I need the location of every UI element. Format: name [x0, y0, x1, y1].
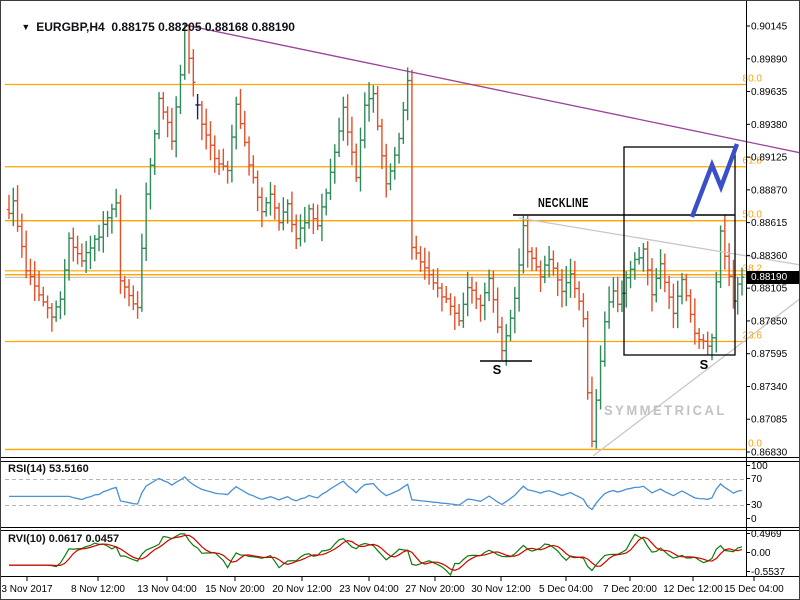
price-axis-label: 0.89380: [751, 120, 788, 131]
price-axis-label: 0.87085: [751, 415, 788, 426]
time-axis-label: 5 Dec 04:00: [539, 584, 593, 595]
price-bars: [6, 24, 745, 449]
fib-level-label: 80.0: [743, 73, 763, 84]
time-axis-label: 23 Nov 04:00: [339, 584, 399, 595]
breakout-rectangle: [623, 146, 736, 356]
rvi-signal-line: [9, 534, 743, 571]
price-axis-label: 0.89635: [751, 87, 788, 98]
time-axis-label: 15 Dec 04:00: [724, 584, 784, 595]
trendlines: [184, 24, 799, 457]
price-axis-label: 0.88615: [751, 218, 788, 229]
neckline-annotation-label: NECKLINE: [538, 195, 589, 210]
indicator-scale-label: 30: [751, 500, 763, 511]
indicator-scale-label: -0.5537: [751, 567, 785, 578]
indicator-scale-label: 70: [751, 474, 763, 485]
rsi-levels: [5, 479, 746, 506]
ohlc-quote-bar: ▼ EURGBP,H4 0.88175 0.88205 0.88168 0.881…: [8, 6, 295, 48]
time-axis-label: 3 Nov 2017: [1, 584, 53, 595]
symmetrical-triangle-lower: [592, 298, 799, 457]
time-axis-label: 8 Nov 12:00: [71, 584, 125, 595]
time-axis-label: 20 Nov 12:00: [272, 584, 332, 595]
symmetrical-triangle-upper: [518, 217, 799, 266]
descending-resistance: [184, 24, 799, 154]
pattern-annotations: [480, 143, 740, 362]
left-shoulder-annotation: S: [492, 362, 502, 377]
rvi-lines: [9, 533, 743, 577]
symmetrical-triangle-annotation: SYMMETRICAL: [604, 402, 727, 419]
rvi-indicator-label: RVI(10) 0.0617 0.0457: [8, 533, 120, 545]
price-axis-label: 0.87595: [751, 349, 788, 360]
symbol-ohlc-text: EURGBP,H4 0.88175 0.88205 0.88168 0.8819…: [36, 20, 295, 34]
price-axis-label: 0.88105: [751, 284, 788, 295]
panel-separators: [1, 1, 799, 577]
time-axis-label: 7 Dec 20:00: [603, 584, 657, 595]
indicator-scale-label: 0: [751, 514, 757, 525]
price-axis-label: 0.89125: [751, 153, 788, 164]
current-price-axis-tag: 0.88190: [747, 271, 799, 284]
time-axis-label: 12 Dec 12:00: [663, 584, 723, 595]
fib-level-label: 50.0: [743, 210, 763, 221]
price-axis-label: 0.87340: [751, 382, 788, 393]
price-axis-label: 0.86830: [751, 448, 788, 459]
fib-level-label: 23.6: [743, 330, 763, 341]
bullish-projection-arrow: [689, 143, 740, 218]
fib-level-label: 0.0: [748, 438, 762, 449]
time-axis-label: 27 Nov 20:00: [405, 584, 465, 595]
time-axis-label: 13 Nov 04:00: [137, 584, 197, 595]
price-axis[interactable]: 0.90145 0.89890 0.89635 0.89380 0.89125 0.888…: [746, 22, 788, 579]
indicator-scale-label: 100: [751, 461, 768, 472]
rsi-indicator-label: RSI(14) 53.5160: [8, 463, 89, 475]
right-shoulder-annotation: S: [699, 357, 709, 372]
time-axis-label: 15 Nov 20:00: [205, 584, 265, 595]
price-axis-label: 0.89890: [751, 54, 788, 65]
symbol-dropdown-icon[interactable]: ▼: [21, 22, 31, 32]
rvi-main-line: [9, 533, 743, 577]
fib-level-label: 61.8: [743, 156, 763, 167]
fib-level-label: 38.2: [743, 264, 763, 275]
price-axis-label: 0.88870: [751, 185, 788, 196]
indicator-scale-label: 0.00: [751, 548, 771, 559]
indicator-scale-label: 0.4969: [751, 529, 782, 540]
time-axis-label: 30 Nov 12:00: [471, 584, 531, 595]
price-axis-label: 0.90145: [751, 22, 788, 33]
price-axis-label: 0.87850: [751, 316, 788, 327]
price-axis-label: 0.88360: [751, 251, 788, 262]
time-axis[interactable]: 3 Nov 2017 8 Nov 12:00 13 Nov 04:00 15 Nov …: [1, 577, 784, 595]
fibonacci-retracement: 80.0 61.8 50.0 38.2 23.6 0.0: [5, 73, 763, 451]
rsi-line: [9, 476, 743, 511]
